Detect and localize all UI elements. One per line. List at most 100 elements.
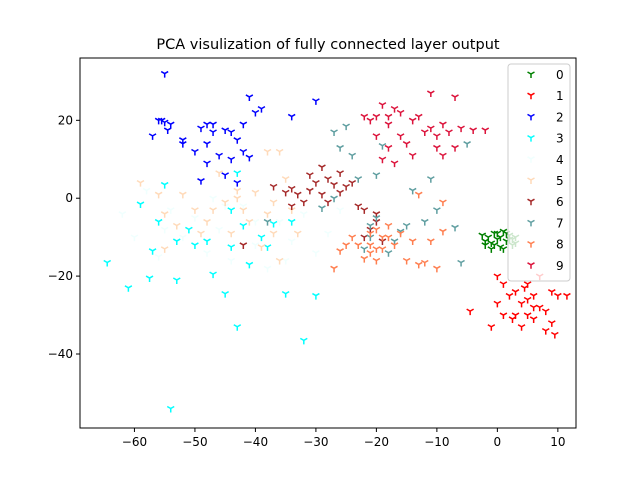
data-point-class-9 bbox=[457, 125, 465, 133]
data-point-class-6 bbox=[318, 191, 326, 199]
data-point-class-8 bbox=[414, 261, 423, 269]
data-point-class-6 bbox=[306, 187, 314, 195]
data-point-class-1 bbox=[563, 292, 571, 300]
y-tick-label: −20 bbox=[48, 269, 73, 283]
data-point-class-5 bbox=[263, 211, 272, 218]
data-point-class-4 bbox=[275, 218, 284, 226]
data-point-class-8 bbox=[384, 234, 393, 242]
data-point-class-9 bbox=[390, 160, 399, 168]
data-point-class-5 bbox=[263, 148, 272, 156]
data-point-class-6 bbox=[239, 242, 248, 249]
data-point-class-8 bbox=[396, 230, 405, 238]
data-point-class-2 bbox=[251, 109, 260, 117]
data-point-class-8 bbox=[348, 234, 357, 242]
data-point-class-7 bbox=[342, 123, 350, 131]
data-point-class-1 bbox=[499, 312, 508, 320]
data-point-class-9 bbox=[396, 133, 405, 140]
data-point-class-3 bbox=[191, 242, 199, 249]
x-tick-label: −60 bbox=[122, 435, 147, 449]
data-point-class-3 bbox=[185, 226, 193, 234]
data-point-class-8 bbox=[354, 242, 363, 249]
legend-marker-class-3 bbox=[527, 134, 535, 142]
data-point-class-9 bbox=[451, 144, 459, 152]
data-point-class-3 bbox=[124, 285, 133, 292]
data-point-class-3 bbox=[103, 259, 112, 267]
data-point-class-6 bbox=[306, 172, 314, 179]
data-point-class-4 bbox=[178, 234, 187, 242]
data-point-class-1 bbox=[466, 308, 474, 316]
data-point-class-9 bbox=[433, 133, 441, 140]
data-point-class-9 bbox=[433, 144, 441, 152]
data-point-class-8 bbox=[439, 199, 447, 207]
data-point-class-7 bbox=[378, 142, 387, 150]
data-point-class-8 bbox=[433, 265, 441, 273]
data-point-class-3 bbox=[227, 207, 236, 214]
data-point-class-3 bbox=[172, 277, 181, 284]
data-point-class-3 bbox=[221, 290, 230, 298]
data-point-class-3 bbox=[281, 290, 290, 298]
legend-label-class-2: 2 bbox=[556, 110, 564, 124]
x-tick-label: −50 bbox=[182, 435, 207, 449]
data-point-class-5 bbox=[239, 207, 248, 214]
data-point-class-2 bbox=[209, 121, 217, 129]
data-point-class-8 bbox=[426, 238, 435, 246]
data-point-class-9 bbox=[414, 113, 423, 121]
data-point-class-5 bbox=[178, 191, 187, 199]
data-point-class-7 bbox=[408, 187, 417, 195]
data-point-class-8 bbox=[330, 265, 338, 273]
data-point-class-4 bbox=[142, 187, 151, 195]
data-point-class-6 bbox=[324, 199, 332, 207]
data-point-class-5 bbox=[275, 257, 284, 265]
data-point-class-3 bbox=[233, 170, 242, 177]
data-point-class-6 bbox=[281, 189, 290, 197]
x-tick-label: −20 bbox=[364, 435, 389, 449]
data-point-class-3 bbox=[172, 238, 181, 246]
data-point-class-2 bbox=[166, 121, 175, 129]
legend-marker-class-7 bbox=[527, 219, 535, 227]
data-point-class-6 bbox=[324, 176, 332, 183]
data-point-class-9 bbox=[384, 113, 393, 121]
data-point-class-1 bbox=[499, 281, 508, 288]
legend-marker-class-6 bbox=[527, 198, 535, 206]
data-point-class-3 bbox=[299, 337, 308, 345]
data-point-class-2 bbox=[245, 154, 254, 162]
data-point-class-7 bbox=[372, 215, 381, 222]
data-point-class-5 bbox=[160, 211, 169, 218]
data-point-class-7 bbox=[457, 259, 465, 267]
data-point-class-7 bbox=[348, 152, 357, 160]
legend-label-class-9: 9 bbox=[556, 259, 564, 273]
data-point-class-8 bbox=[366, 230, 375, 238]
data-point-class-9 bbox=[481, 127, 490, 135]
data-point-class-4 bbox=[312, 250, 320, 257]
data-point-class-2 bbox=[215, 152, 223, 160]
data-point-class-8 bbox=[366, 242, 375, 249]
x-tick-label: 0 bbox=[494, 435, 502, 449]
data-point-class-9 bbox=[372, 133, 381, 140]
data-point-class-5 bbox=[275, 148, 284, 156]
data-point-class-7 bbox=[372, 172, 381, 179]
data-point-class-3 bbox=[239, 222, 248, 230]
data-point-class-2 bbox=[160, 70, 169, 78]
data-point-class-1 bbox=[529, 292, 538, 300]
data-point-class-3 bbox=[166, 405, 175, 413]
data-point-class-9 bbox=[408, 117, 417, 125]
data-point-class-7 bbox=[336, 144, 344, 152]
data-point-class-8 bbox=[372, 226, 381, 234]
legend: 0 1 2 3 4 5 6 7 8 9 bbox=[507, 63, 571, 282]
data-point-class-1 bbox=[541, 308, 550, 316]
data-point-class-2 bbox=[257, 105, 266, 113]
data-point-class-2 bbox=[221, 172, 230, 179]
data-point-class-1 bbox=[517, 300, 526, 308]
data-point-class-7 bbox=[463, 141, 471, 148]
data-point-class-5 bbox=[269, 199, 278, 207]
data-point-class-9 bbox=[426, 125, 435, 133]
data-point-class-9 bbox=[378, 102, 387, 109]
data-point-class-7 bbox=[420, 218, 429, 226]
legend-label-class-0: 0 bbox=[556, 68, 564, 82]
data-point-class-6 bbox=[336, 189, 344, 197]
data-point-class-9 bbox=[426, 90, 435, 98]
data-point-class-2 bbox=[227, 129, 236, 136]
data-point-class-2 bbox=[312, 98, 320, 105]
data-point-class-6 bbox=[293, 191, 302, 199]
data-point-class-4 bbox=[324, 230, 332, 238]
